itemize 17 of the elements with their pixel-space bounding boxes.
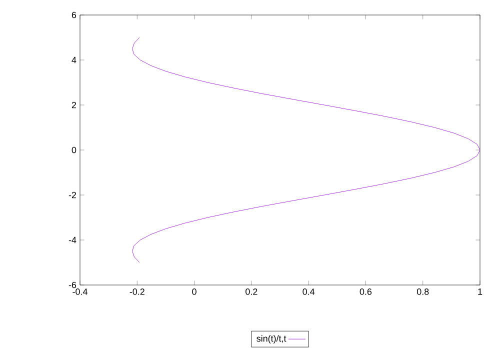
- line-series: [132, 37, 480, 263]
- x-tick-label: 1: [478, 288, 482, 295]
- y-tick-label: 0: [72, 146, 76, 154]
- y-tick-label: -4: [68, 236, 76, 244]
- x-tick-label: 0: [192, 288, 196, 295]
- x-tick-label: 0.4: [302, 288, 315, 295]
- y-tick-label: 4: [72, 56, 76, 64]
- y-tick-label: 2: [72, 102, 76, 108]
- x-tick-label: 0.2: [246, 288, 258, 295]
- x-tick-label: -0.2: [130, 288, 144, 295]
- legend-label: sin(t)/t,t: [256, 335, 286, 344]
- y-tick-label: -6: [68, 282, 76, 288]
- y-tick-label: -2: [68, 192, 76, 198]
- x-tick-label: 0.8: [416, 288, 429, 295]
- y-tick-label: 6: [72, 12, 76, 18]
- x-tick-label: -0.4: [72, 288, 88, 295]
- x-tick-label: 0.6: [360, 288, 372, 295]
